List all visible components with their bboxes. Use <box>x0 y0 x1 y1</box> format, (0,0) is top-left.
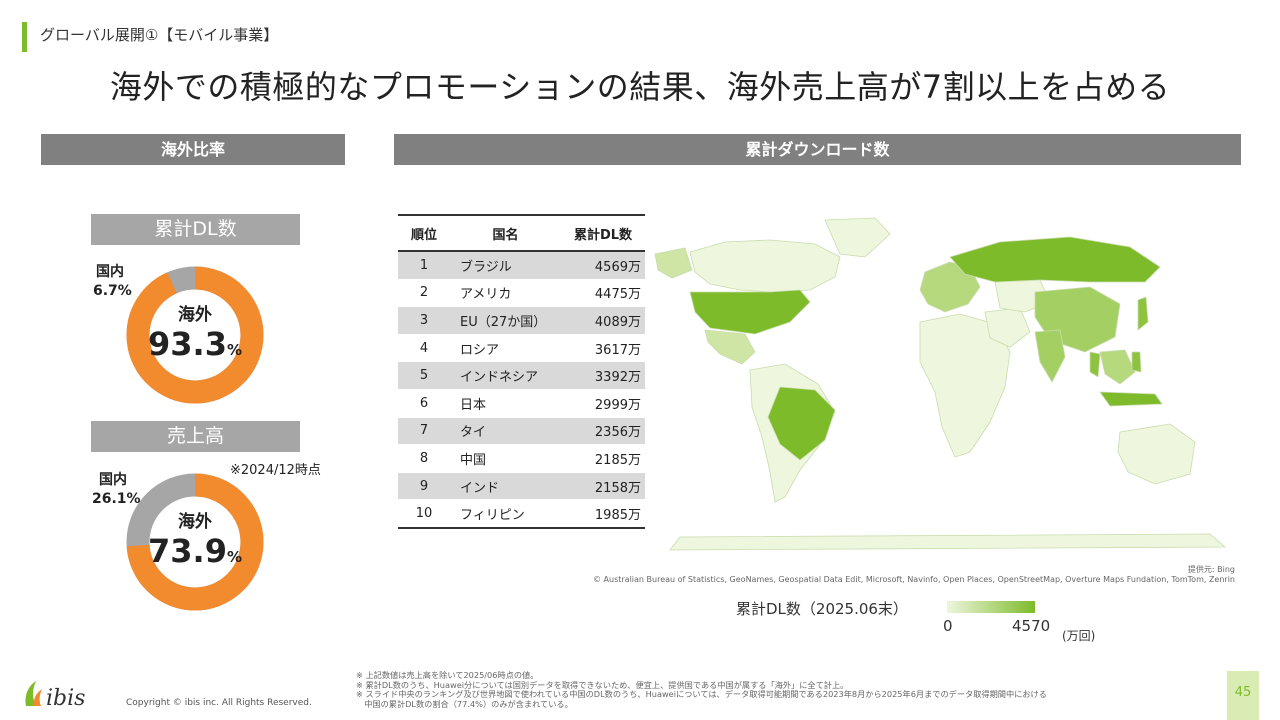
download-ranking-table: 順位 国名 累計DL数 1 ブラジル 4569万 2 アメリカ 4475万 3 EU（27… <box>398 214 645 529</box>
section-title: グローバル展開①【モバイル事業】 <box>40 26 279 44</box>
header-rank: 順位 <box>398 214 450 252</box>
map-legend-gradient <box>947 601 1035 613</box>
cumulative-center-text: 海外 93.3% <box>140 300 250 363</box>
sales-domestic-value: 26.1% <box>92 491 141 507</box>
map-legend-title: 累計DL数（2025.06末） <box>736 600 908 618</box>
section-accent-bar <box>22 22 27 52</box>
cumulative-percent-sign: % <box>226 341 242 359</box>
map-legend-max: 4570 <box>1012 617 1051 635</box>
footnote-1: ※ 上記数値は売上高を除いて2025/06時点の値。 <box>356 670 539 680</box>
cumulative-dl-subheader: 累計DL数 <box>91 214 300 245</box>
sales-overseas-value: 73.9 <box>148 532 227 570</box>
table-row: 1 ブラジル 4569万 <box>398 251 645 280</box>
map-legend-unit: (万回) <box>1062 629 1096 643</box>
cumulative-overseas-arc <box>126 266 264 404</box>
map-canada <box>689 239 841 293</box>
header-country: 国名 <box>450 214 561 252</box>
map-antarctica <box>669 533 1227 551</box>
logo-leaf-icon: ibis <box>25 681 85 711</box>
sales-donut <box>126 473 264 611</box>
table-row: 2 アメリカ 4475万 <box>398 279 645 308</box>
table-header-row: 順位 国名 累計DL数 <box>398 214 645 252</box>
footnotes: ※ 上記数値は売上高を除いて2025/06時点の値。 ※ 累計DL数のうち、Hu… <box>356 670 1047 709</box>
table-row: 9 インド 2158万 <box>398 472 645 501</box>
map-brazil <box>767 386 836 461</box>
copyright: Copyright © ibis inc. All Rights Reserve… <box>126 698 312 708</box>
footnote-4: 中国の累計DL数の割合（77.4%）のみが含まれている。 <box>356 698 573 709</box>
map-philippines <box>1131 351 1142 373</box>
map-alaska <box>654 247 693 279</box>
sales-domestic-label: 国内 <box>99 472 127 488</box>
map-australia <box>1117 423 1196 485</box>
table-row: 5 インドネシア 3392万 <box>398 361 645 390</box>
footnote-2: ※ 累計DL数のうち、Huawei分については国別データを取得できないため、便宜… <box>356 679 849 690</box>
slide-headline: 海外での積極的なプロモーションの結果、海外売上高が7割以上を占める <box>109 68 1171 106</box>
table-row: 8 中国 2185万 <box>398 444 645 473</box>
ibis-logo: ibis <box>22 678 102 714</box>
sales-subheader: 売上高 <box>91 421 300 452</box>
cumulative-overseas-label: 海外 <box>178 305 212 325</box>
map-source: 提供元: Bing <box>1187 565 1235 574</box>
sales-as-of-note: ※2024/12時点 <box>230 463 321 478</box>
sales-percent-sign: % <box>226 548 242 566</box>
page-number: 45 <box>1227 671 1259 720</box>
world-map <box>654 217 1227 551</box>
footnote-3: ※ スライド中央のランキング及び世界地図で使われている中国のDL数のうち、Hua… <box>356 689 1047 699</box>
table-row: 10 フィリピン 1985万 <box>398 499 645 529</box>
cumulative-overseas-value: 93.3 <box>148 325 227 363</box>
map-indonesia <box>1099 391 1163 407</box>
map-thailand <box>1089 351 1101 378</box>
map-japan <box>1137 296 1149 331</box>
map-usa <box>689 289 811 335</box>
map-attribution: © Australian Bureau of Statistics, GeoNa… <box>592 575 1235 584</box>
sales-center-text: 海外 73.9% <box>140 507 250 570</box>
map-southeast-asia <box>1099 349 1136 385</box>
table-row: 4 ロシア 3617万 <box>398 334 645 363</box>
overseas-share-header: 海外比率 <box>41 134 345 165</box>
map-russia <box>949 236 1161 283</box>
cumulative-downloads-header: 累計ダウンロード数 <box>394 134 1241 165</box>
map-greenland <box>824 217 891 258</box>
table-row: 7 タイ 2356万 <box>398 417 645 446</box>
cumulative-dl-donut <box>126 266 264 404</box>
table-row: 3 EU（27か国） 4089万 <box>398 306 645 335</box>
map-legend-min: 0 <box>943 617 953 635</box>
map-mexico-central <box>704 329 756 365</box>
header-dl: 累計DL数 <box>561 214 645 252</box>
cumulative-domestic-label: 国内 <box>96 264 124 280</box>
cumulative-domestic-value: 6.7% <box>93 283 132 299</box>
table-row: 6 日本 2999万 <box>398 389 645 418</box>
sales-overseas-arc <box>126 473 264 611</box>
sales-overseas-label: 海外 <box>178 512 212 532</box>
logo-text: ibis <box>46 686 85 710</box>
map-india <box>1034 329 1066 383</box>
